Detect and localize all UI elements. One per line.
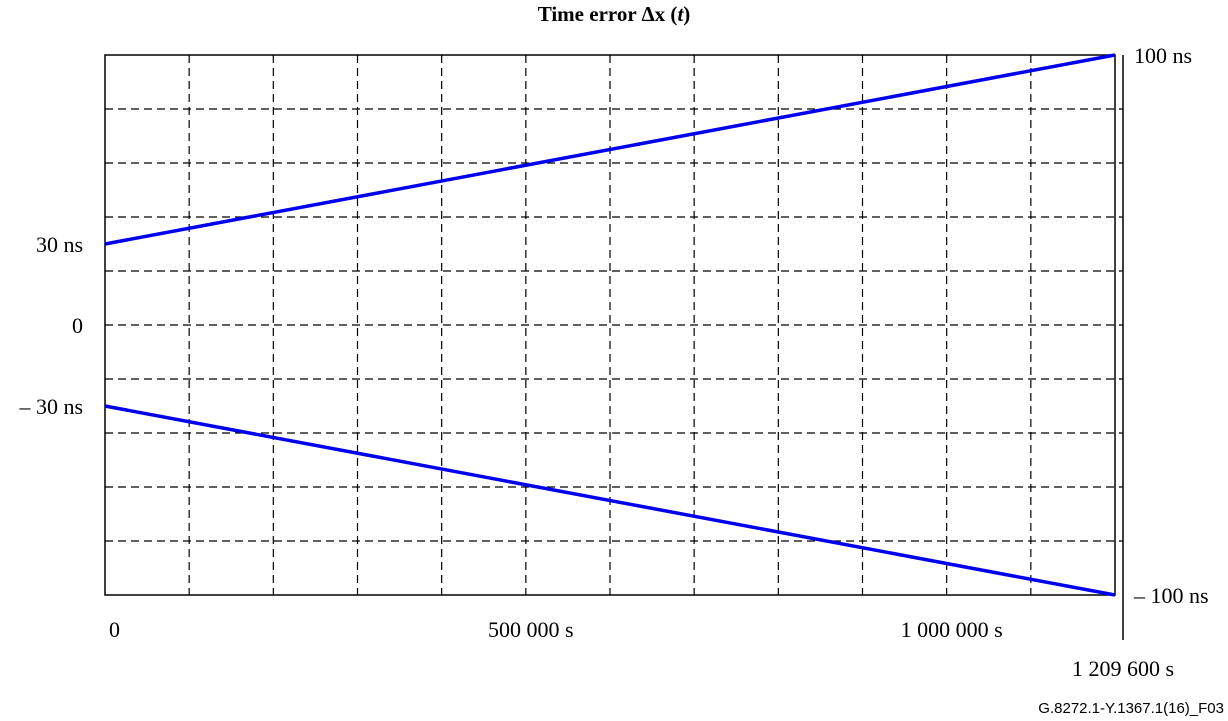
x-tick-label-1: 500 000 s — [488, 617, 574, 642]
series-line-1 — [104, 404, 1116, 597]
chart-title: Time error Δx (t) — [538, 2, 691, 26]
y-left-label-0: 30 ns — [36, 232, 83, 257]
y-right-label-0: 100 ns — [1134, 43, 1192, 68]
grid-lines — [105, 55, 1123, 595]
x-end-label: 1 209 600 s — [1072, 656, 1174, 681]
y-left-label-1: 0 — [72, 313, 83, 338]
y-right-label-1: – 100 ns — [1133, 583, 1209, 608]
figure-id: G.8272.1-Y.1367.1(16)_F03 — [1038, 700, 1224, 717]
plot-frame — [104, 54, 1116, 596]
chart-title-main: Time error Δx ( — [538, 2, 678, 26]
axis-labels: 0 500 000 s 1 000 000 s 1 209 600 s 30 ns 0 – … — [18, 43, 1208, 681]
x-tick-label-2: 1 000 000 s — [901, 617, 1003, 642]
series-line-0 — [104, 53, 1116, 246]
chart-title-variable: t — [677, 2, 684, 26]
chart-title-end: ) — [683, 2, 690, 26]
y-left-label-2: – 30 ns — [18, 394, 83, 419]
x-tick-label-0: 0 — [109, 617, 120, 642]
data-series — [104, 53, 1116, 597]
